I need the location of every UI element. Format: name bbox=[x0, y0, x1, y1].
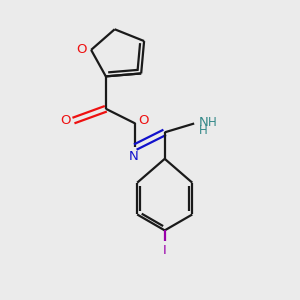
Text: N: N bbox=[129, 150, 139, 163]
Text: I: I bbox=[163, 244, 166, 256]
Text: O: O bbox=[60, 114, 70, 127]
Text: H: H bbox=[199, 124, 207, 137]
Text: H: H bbox=[207, 116, 216, 128]
Text: N: N bbox=[199, 116, 208, 128]
Text: O: O bbox=[76, 44, 87, 56]
Text: O: O bbox=[138, 114, 149, 127]
